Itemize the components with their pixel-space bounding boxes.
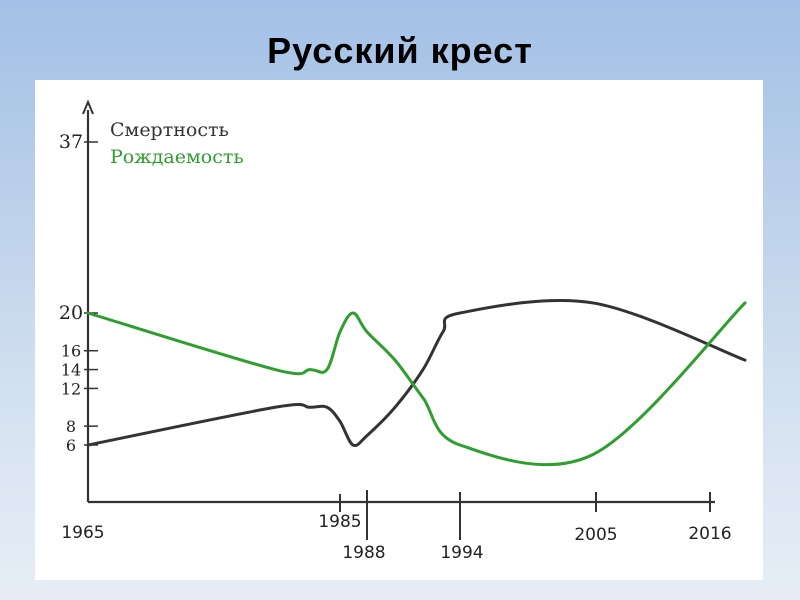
y-tick-label: 12 bbox=[61, 379, 81, 398]
birthrate-series-line bbox=[86, 301, 747, 467]
chart-panel: 6 8 12 14 16 20 37 1965 1985 1988 1994 2005 2016 Сме… bbox=[35, 80, 763, 580]
mortality-series-line bbox=[86, 299, 747, 448]
chart-axes bbox=[82, 99, 715, 504]
slide-title: Русский крест bbox=[267, 30, 533, 71]
y-axis-arrow-icon bbox=[82, 99, 94, 115]
x-tick-label: 2016 bbox=[688, 524, 731, 544]
x-tick-label: 2005 bbox=[574, 525, 617, 545]
y-tick-label: 6 bbox=[66, 436, 76, 455]
y-tick-label: 37 bbox=[59, 131, 83, 153]
x-tick-label: 1965 bbox=[61, 523, 104, 543]
x-tick-label: 1994 bbox=[440, 543, 483, 563]
y-tick-label: 16 bbox=[61, 342, 81, 361]
y-tick-label: 14 bbox=[61, 361, 81, 380]
y-tick-label: 20 bbox=[59, 302, 83, 324]
legend-mortality: Смертность bbox=[110, 119, 229, 141]
chart-lines bbox=[86, 299, 747, 467]
chart-legend: Смертность Рождаемость bbox=[110, 119, 244, 168]
x-tick-label: 1988 bbox=[342, 543, 385, 563]
legend-birthrate: Рождаемость bbox=[110, 146, 244, 168]
x-tick-label: 1985 bbox=[318, 512, 361, 532]
y-tick-label: 8 bbox=[66, 417, 76, 436]
